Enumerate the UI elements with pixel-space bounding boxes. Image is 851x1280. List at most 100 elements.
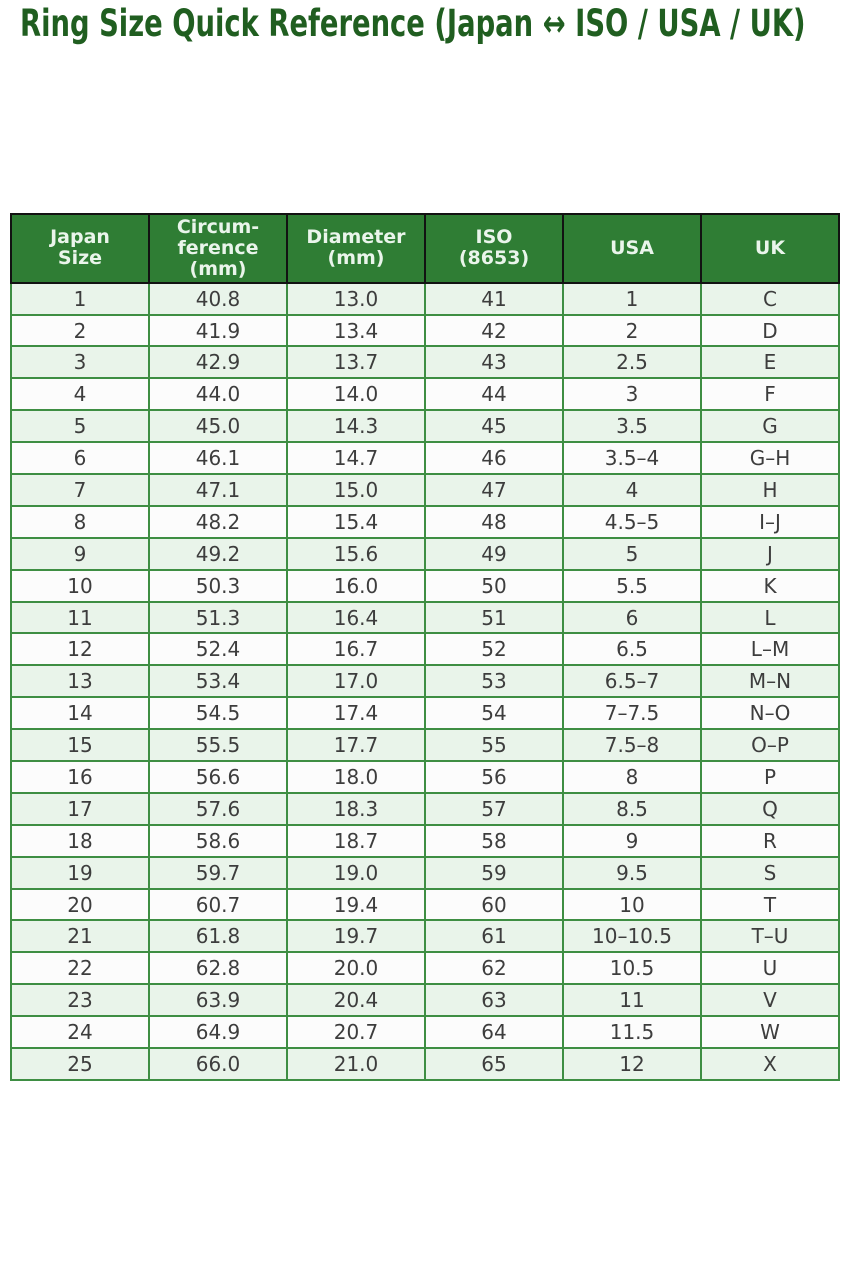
table-cell: 24 xyxy=(10,1015,150,1050)
table-cell: F xyxy=(700,377,840,412)
table-cell: P xyxy=(700,760,840,794)
table-cell: 16.0 xyxy=(286,568,426,603)
column-header: USA xyxy=(562,213,702,284)
table-cell: 14 xyxy=(10,696,150,731)
table-cell: 13.0 xyxy=(286,281,426,316)
table-row: 1 40.8 13.0 41 1 C xyxy=(10,281,840,316)
table-cell: 43 xyxy=(424,345,564,380)
table-row: 8 48.2 15.4 48 4.5–5 I–J xyxy=(10,504,840,539)
table-cell: 61.8 xyxy=(148,919,288,954)
table-cell: 21.0 xyxy=(286,1047,426,1081)
table-cell: 57.6 xyxy=(148,791,288,826)
table-cell: 60 xyxy=(424,887,564,922)
table-cell: 13.4 xyxy=(286,313,426,348)
table-cell: 41.9 xyxy=(148,313,288,348)
table-row: 2 41.9 13.4 42 2 D xyxy=(10,313,840,348)
table-cell: 6 xyxy=(562,600,702,635)
table-row: 19 59.7 19.0 59 9.5 S xyxy=(10,855,840,890)
table-cell: 18.7 xyxy=(286,823,426,858)
table-cell: 7 xyxy=(10,473,150,507)
table-cell: 47 xyxy=(424,473,564,507)
table-cell: 48.2 xyxy=(148,504,288,539)
table-cell: 9.5 xyxy=(562,855,702,890)
table-cell: 17.4 xyxy=(286,696,426,731)
table-cell: 6.5–7 xyxy=(562,664,702,699)
table-cell: G–H xyxy=(700,441,840,476)
table-cell: 20.7 xyxy=(286,1015,426,1050)
table-cell: R xyxy=(700,823,840,858)
table-row: 16 56.6 18.0 56 8 P xyxy=(10,760,840,794)
column-header: Circum- ference (mm) xyxy=(148,213,288,284)
table-cell: 12 xyxy=(10,632,150,667)
table-cell: 21 xyxy=(10,919,150,954)
table-row: 17 57.6 18.3 57 8.5 Q xyxy=(10,791,840,826)
table-row: 3 42.9 13.7 43 2.5 E xyxy=(10,345,840,380)
table-cell: 15.6 xyxy=(286,536,426,571)
table-cell: 18 xyxy=(10,823,150,858)
table-row: 7 47.1 15.0 47 4 H xyxy=(10,473,840,507)
table-cell: 22 xyxy=(10,951,150,986)
column-header: ISO (8653) xyxy=(424,213,564,284)
table-row: 20 60.7 19.4 60 10 T xyxy=(10,887,840,922)
table-row: 22 62.8 20.0 62 10.5 U xyxy=(10,951,840,986)
table-cell: 1 xyxy=(10,281,150,316)
table-cell: 3.5–4 xyxy=(562,441,702,476)
table-cell: 13 xyxy=(10,664,150,699)
table-cell: 59 xyxy=(424,855,564,890)
table-cell: 60.7 xyxy=(148,887,288,922)
table-cell: 19.0 xyxy=(286,855,426,890)
table-row: 10 50.3 16.0 50 5.5 K xyxy=(10,568,840,603)
table-cell: 55.5 xyxy=(148,728,288,763)
table-cell: 14.7 xyxy=(286,441,426,476)
table-cell: 45.0 xyxy=(148,409,288,444)
table-cell: 59.7 xyxy=(148,855,288,890)
table-cell: 49 xyxy=(424,536,564,571)
table-row: 5 45.0 14.3 45 3.5 G xyxy=(10,409,840,444)
table-cell: 61 xyxy=(424,919,564,954)
table-cell: 19.4 xyxy=(286,887,426,922)
table-cell: 46.1 xyxy=(148,441,288,476)
table-cell: 42 xyxy=(424,313,564,348)
table-cell: 51 xyxy=(424,600,564,635)
table-cell: 51.3 xyxy=(148,600,288,635)
table-cell: S xyxy=(700,855,840,890)
table-cell: H xyxy=(700,473,840,507)
table-cell: C xyxy=(700,281,840,316)
table-cell: 6.5 xyxy=(562,632,702,667)
table-cell: 4 xyxy=(562,473,702,507)
table-cell: K xyxy=(700,568,840,603)
table-cell: 46 xyxy=(424,441,564,476)
table-cell: 47.1 xyxy=(148,473,288,507)
table-cell: 10–10.5 xyxy=(562,919,702,954)
table-row: 6 46.1 14.7 46 3.5–4 G–H xyxy=(10,441,840,476)
table-cell: 6 xyxy=(10,441,150,476)
table-cell: 44.0 xyxy=(148,377,288,412)
table-cell: 45 xyxy=(424,409,564,444)
table-cell: 64.9 xyxy=(148,1015,288,1050)
table-cell: N–O xyxy=(700,696,840,731)
table-cell: 62.8 xyxy=(148,951,288,986)
table-header-row: Japan Size Circum- ference (mm) Diameter (… xyxy=(10,213,840,284)
column-header: Diameter (mm) xyxy=(286,213,426,284)
table-cell: 4 xyxy=(10,377,150,412)
table-cell: 8 xyxy=(562,760,702,794)
table-cell: 10 xyxy=(562,887,702,922)
table-cell: Q xyxy=(700,791,840,826)
table-cell: 23 xyxy=(10,983,150,1018)
table-cell: 11.5 xyxy=(562,1015,702,1050)
table-row: 15 55.5 17.7 55 7.5–8 O–P xyxy=(10,728,840,763)
table-cell: 20.0 xyxy=(286,951,426,986)
table-body: 1 40.8 13.0 41 1 C 2 41.9 13.4 42 2 D 3 42.9 13.7 43 2.5… xyxy=(10,281,840,1081)
table-cell: 49.2 xyxy=(148,536,288,571)
table-cell: 54.5 xyxy=(148,696,288,731)
table-cell: 11 xyxy=(10,600,150,635)
table-row: 11 51.3 16.4 51 6 L xyxy=(10,600,840,635)
table-cell: I–J xyxy=(700,504,840,539)
table-cell: 62 xyxy=(424,951,564,986)
table-cell: L–M xyxy=(700,632,840,667)
table-cell: 14.0 xyxy=(286,377,426,412)
table-cell: T xyxy=(700,887,840,922)
table-cell: 55 xyxy=(424,728,564,763)
table-cell: 9 xyxy=(562,823,702,858)
table-cell: 50.3 xyxy=(148,568,288,603)
